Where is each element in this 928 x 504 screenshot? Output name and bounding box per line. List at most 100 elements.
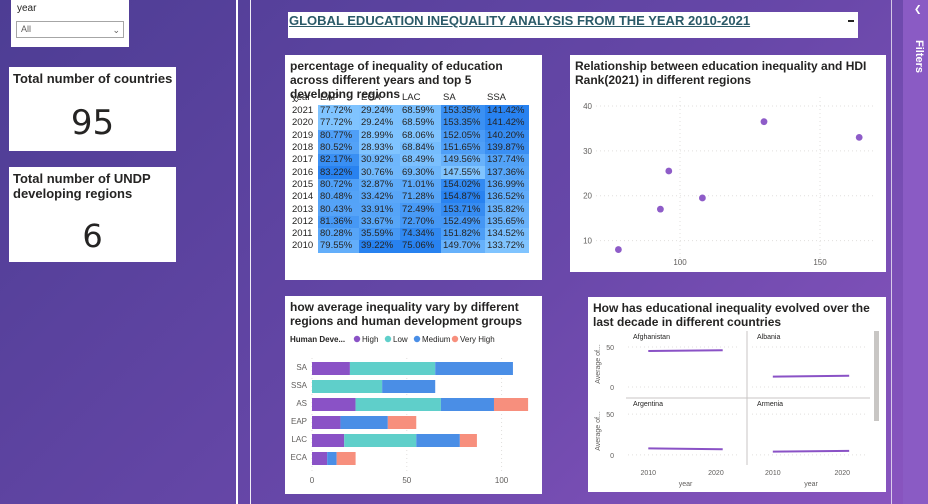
y-tick-label: 40	[583, 102, 592, 111]
bar-segment[interactable]	[355, 398, 441, 411]
series-line[interactable]	[648, 447, 723, 451]
matrix-cell: 71.28%	[400, 191, 441, 204]
scatter-point[interactable]	[699, 194, 706, 202]
matrix-column-header[interactable]: LAC	[402, 92, 421, 103]
matrix-cell: 39.22%	[359, 240, 400, 253]
bar-segment[interactable]	[312, 398, 356, 411]
bar-segment[interactable]	[440, 398, 494, 411]
x-axis-title: year	[679, 481, 693, 488]
legend-label[interactable]: Low	[393, 335, 408, 344]
kpi-card-regions: Total number of UNDP developing regions …	[9, 167, 176, 262]
matrix-cell: 68.06%	[400, 129, 441, 142]
matrix-cell: 77.72%	[318, 105, 359, 118]
matrix-column-header[interactable]: EAP	[320, 92, 340, 103]
scatter-point[interactable]	[760, 118, 768, 126]
bar-segment[interactable]	[344, 434, 417, 447]
category-label: LAC	[291, 435, 307, 444]
matrix-cell: 133.72%	[485, 240, 529, 253]
kpi-value: 95	[70, 103, 115, 143]
year-dropdown[interactable]: All ⌄	[16, 21, 124, 38]
legend-marker	[353, 335, 361, 343]
legend-label[interactable]: Very High	[460, 335, 495, 344]
sort-arrow-icon[interactable]: ⌄	[293, 95, 300, 104]
table-row: 2011 80.28% 35.59% 74.34% 151.82% 134.52%	[290, 227, 529, 241]
scatter-point[interactable]	[615, 246, 622, 253]
legend-label[interactable]: High	[362, 335, 378, 344]
category-label: ECA	[291, 453, 308, 462]
matrix-column-header[interactable]: SSA	[487, 92, 507, 103]
x-tick-label: 2010	[765, 470, 781, 477]
matrix-cell: 154.87%	[441, 191, 485, 204]
matrix-cell: 151.82%	[441, 227, 485, 241]
minimize-icon[interactable]	[848, 20, 854, 22]
matrix-body: 2021 77.72% 29.24% 68.59% 153.35% 141.42% 2020…	[290, 105, 529, 253]
matrix-year-cell: 2021	[290, 105, 318, 118]
matrix-column-header[interactable]: SA	[443, 92, 456, 103]
matrix-column-header[interactable]: ECA	[361, 92, 381, 103]
matrix-year-cell: 2017	[290, 154, 318, 167]
scatter-point[interactable]	[657, 205, 664, 213]
matrix-header-row: year ⌄ EAP ECA LAC SA SSA	[290, 90, 529, 105]
inequality-matrix: year ⌄ EAP ECA LAC SA SSA 2021 77.72% 29.24% 68.5…	[290, 90, 529, 253]
bar-segment[interactable]	[327, 452, 337, 465]
filters-label: Filters	[913, 40, 925, 74]
matrix-cell: 152.05%	[441, 129, 485, 142]
table-row: 2017 82.17% 30.92% 68.49% 149.56% 137.74%	[290, 154, 529, 167]
bar-segment[interactable]	[312, 362, 350, 375]
scatter-point[interactable]	[855, 133, 863, 141]
table-row: 2012 81.36% 33.67% 72.70% 152.49% 135.65%	[290, 215, 529, 228]
bar-segment[interactable]	[459, 434, 477, 447]
divider	[891, 0, 892, 504]
panel-name: Afghanistan	[633, 334, 670, 341]
matrix-cell: 147.55%	[441, 166, 485, 179]
scrollbar[interactable]	[874, 331, 879, 421]
y-axis-title: Average of...	[595, 411, 602, 451]
matrix-column-header[interactable]: year ⌄	[292, 92, 311, 104]
matrix-year-cell: 2016	[290, 166, 318, 179]
series-line[interactable]	[772, 374, 850, 378]
bar-segment[interactable]	[493, 398, 529, 411]
bar-segment[interactable]	[416, 434, 460, 447]
matrix-cell: 30.92%	[359, 154, 400, 167]
series-line[interactable]	[648, 349, 723, 352]
panel-title: How has educational inequality evolved o…	[593, 301, 870, 329]
scatter-point[interactable]	[665, 167, 673, 175]
legend-marker	[451, 335, 459, 343]
matrix-cell: 71.01%	[400, 178, 441, 192]
bar-segment[interactable]	[336, 452, 356, 465]
matrix-cell: 72.70%	[400, 215, 441, 228]
bar-segment[interactable]	[340, 416, 388, 429]
bar-segment[interactable]	[312, 380, 383, 393]
bar-segment[interactable]	[382, 380, 436, 393]
matrix-cell: 136.52%	[485, 191, 529, 204]
divider	[250, 0, 251, 504]
chevron-down-icon: ⌄	[112, 25, 120, 35]
matrix-cell: 28.93%	[359, 141, 400, 155]
bar-segment[interactable]	[435, 362, 513, 375]
matrix-cell: 28.99%	[359, 129, 400, 142]
matrix-cell: 33.91%	[359, 203, 400, 216]
y-axis-title: Average of...	[595, 344, 602, 384]
y-tick-label: 30	[583, 147, 592, 156]
bar-segment[interactable]	[312, 416, 341, 429]
filters-pane[interactable]: ❮ Filters	[903, 0, 928, 504]
matrix-cell: 32.87%	[359, 178, 400, 192]
bar-segment[interactable]	[312, 452, 328, 465]
matrix-cell: 68.59%	[400, 117, 441, 130]
chevron-left-icon[interactable]: ❮	[914, 4, 922, 14]
matrix-cell: 77.72%	[318, 117, 359, 130]
series-line[interactable]	[772, 449, 850, 453]
matrix-year-cell: 2019	[290, 129, 318, 142]
bar-segment[interactable]	[312, 434, 345, 447]
matrix-year-cell: 2013	[290, 203, 318, 216]
matrix-cell: 79.55%	[318, 240, 359, 253]
panel-name: Albania	[757, 334, 780, 341]
matrix-year-cell: 2010	[290, 240, 318, 253]
matrix-cell: 82.17%	[318, 154, 359, 167]
legend-label[interactable]: Medium	[422, 335, 451, 344]
matrix-cell: 149.70%	[441, 240, 485, 253]
bar-segment[interactable]	[349, 362, 436, 375]
bar-segment[interactable]	[387, 416, 417, 429]
x-tick-label: 150	[813, 258, 827, 267]
matrix-cell: 140.20%	[485, 129, 529, 142]
